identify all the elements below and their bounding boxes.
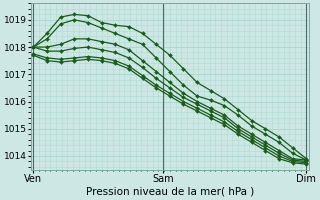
X-axis label: Pression niveau de la mer( hPa ): Pression niveau de la mer( hPa )	[86, 187, 254, 197]
